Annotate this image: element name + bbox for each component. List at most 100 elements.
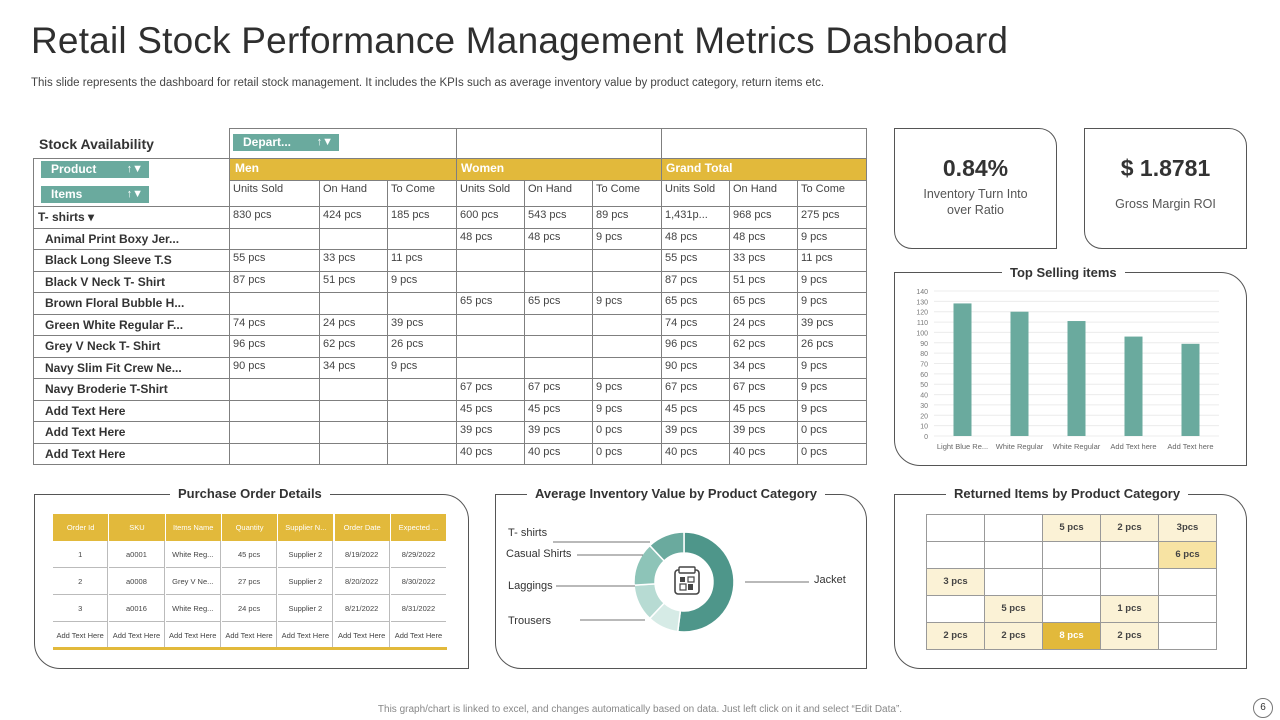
table-cell: 74 pcs [233, 317, 266, 329]
y-tick-label: 30 [920, 403, 928, 410]
slice-label: Casual Shirts [506, 548, 572, 560]
items-filter-button[interactable]: Items ↑▼ [41, 186, 149, 203]
purchase-order-title: Purchase Order Details [170, 486, 330, 501]
returned-cell: 5 pcs [1042, 514, 1101, 542]
po-cell: 8/21/2022 [334, 595, 390, 622]
row-label[interactable]: T- shirts ▾ [38, 210, 95, 224]
kpi-value: $ 1.8781 [1120, 155, 1211, 181]
returned-cell [1158, 622, 1217, 650]
bar [1010, 311, 1029, 436]
table-cell: 968 pcs [733, 209, 772, 221]
table-cell: 9 pcs [596, 231, 623, 243]
slice-label: Laggings [508, 580, 553, 592]
po-cell: Add Text Here [53, 622, 109, 649]
returned-cell [984, 514, 1043, 542]
returned-cell: 6 pcs [1158, 541, 1217, 569]
table-cell: 45 pcs [665, 403, 698, 415]
grid-line [33, 158, 867, 159]
po-cell: Grey V Ne... [165, 568, 221, 595]
table-cell: 39 pcs [801, 317, 834, 329]
po-column-header: Items Name [165, 514, 221, 541]
column-header: Units Sold [233, 183, 284, 195]
returned-cell [1042, 595, 1101, 623]
po-column-header: SKU [109, 514, 165, 541]
table-cell: 87 pcs [665, 274, 698, 286]
table-cell: 39 pcs [733, 424, 766, 436]
row-label: Add Text Here [45, 447, 126, 461]
items-filter-label: Items [51, 187, 83, 201]
kpi-inventory-turn: 0.84% Inventory Turn Into over Ratio [894, 128, 1057, 249]
table-cell: 0 pcs [801, 446, 828, 458]
po-cell: Supplier 2 [278, 595, 334, 622]
table-cell: 9 pcs [801, 274, 828, 286]
sort-filter-icon: ↑▼ [126, 163, 143, 175]
product-filter-button[interactable]: Product ↑▼ [41, 161, 149, 178]
grid-line [33, 421, 867, 422]
bar [1124, 336, 1143, 436]
product-filter-label: Product [51, 162, 97, 176]
table-cell: 96 pcs [233, 338, 266, 350]
y-tick-label: 40 [920, 393, 928, 400]
po-cell: Add Text Here [165, 622, 221, 649]
po-cell: 8/30/2022 [390, 568, 447, 595]
y-tick-label: 70 [920, 362, 928, 369]
avg-inventory-title: Average Inventory Value by Product Categ… [527, 486, 825, 501]
returned-cell: 2 pcs [984, 622, 1043, 650]
sort-filter-icon: ↑▼ [316, 136, 333, 148]
grid-line [729, 180, 730, 465]
group-header-band [229, 158, 866, 180]
department-filter-button[interactable]: Depart... ↑▼ [233, 134, 339, 151]
table-cell: 34 pcs [323, 360, 356, 372]
table-cell: 0 pcs [596, 446, 623, 458]
table-cell: 65 pcs [460, 295, 493, 307]
po-column-header: Order Date [334, 514, 390, 541]
x-tick-label: Add Text here [1167, 442, 1213, 451]
table-cell: 74 pcs [665, 317, 698, 329]
returned-cell [1158, 595, 1217, 623]
grid-line [592, 180, 593, 465]
returned-cell [1158, 568, 1217, 596]
grid-line [33, 206, 867, 207]
po-cell: 24 pcs [221, 595, 278, 622]
grid-line [33, 400, 867, 401]
returned-cell: 1 pcs [1100, 595, 1159, 623]
column-header: On Hand [733, 183, 778, 195]
table-cell: 11 pcs [391, 252, 423, 264]
returned-cell: 5 pcs [984, 595, 1043, 623]
returned-cell [984, 541, 1043, 569]
table-cell: 65 pcs [665, 295, 698, 307]
po-cell: 8/31/2022 [390, 595, 447, 622]
y-tick-label: 10 [920, 424, 928, 431]
table-cell: 9 pcs [596, 403, 623, 415]
grid-line [661, 128, 662, 465]
page-number: 6 [1253, 698, 1273, 718]
po-cell: a0001 [109, 541, 165, 568]
group-header-2: Grand Total [666, 161, 733, 175]
po-column-header: Expected ... [390, 514, 447, 541]
returned-cell: 3 pcs [926, 568, 985, 596]
po-cell: Supplier 2 [278, 541, 334, 568]
returned-items-title: Returned Items by Product Category [946, 486, 1189, 501]
table-cell: 185 pcs [391, 209, 430, 221]
table-cell: 9 pcs [391, 360, 418, 372]
table-cell: 9 pcs [391, 274, 418, 286]
table-cell: 67 pcs [665, 381, 698, 393]
table-cell: 26 pcs [801, 338, 834, 350]
top-selling-title: Top Selling items [1002, 265, 1125, 280]
po-column-header: Order Id [53, 514, 109, 541]
returned-cell: 3pcs [1158, 514, 1217, 542]
group-header-1: Women [461, 161, 505, 175]
po-cell: 27 pcs [221, 568, 278, 595]
row-label: Brown Floral Bubble H... [45, 296, 185, 310]
table-cell: 39 pcs [528, 424, 561, 436]
grid-line [229, 180, 867, 181]
table-cell: 33 pcs [733, 252, 766, 264]
x-tick-label: Light Blue Re... [937, 442, 988, 451]
table-cell: 26 pcs [391, 338, 424, 350]
y-tick-label: 60 [920, 372, 928, 379]
kpi-value: 0.84% [942, 155, 1009, 181]
footer-note: This graph/chart is linked to excel, and… [377, 704, 903, 715]
row-label: Add Text Here [45, 404, 126, 418]
po-cell: Add Text Here [221, 622, 278, 649]
donut-slice [648, 531, 685, 562]
